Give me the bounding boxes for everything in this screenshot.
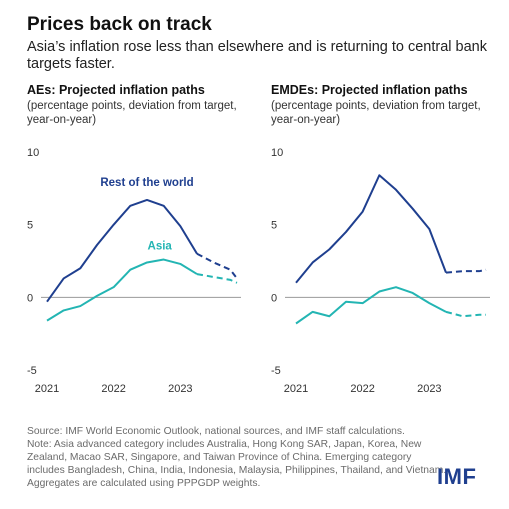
y-tick-label-0: 0 xyxy=(27,292,33,304)
x-tick-label-0: 2021 xyxy=(35,383,59,395)
series-projection-0-0 xyxy=(196,252,238,280)
y-tick-label-1: 5 xyxy=(271,220,277,232)
x-tick-label-0: 2022 xyxy=(101,383,125,395)
note-text: Note: Asia advanced category includes Au… xyxy=(27,439,447,489)
series-line-1-0 xyxy=(295,174,447,284)
source-text: Source: IMF World Economic Outlook, nati… xyxy=(27,426,405,437)
series-label-0-1: Asia xyxy=(148,241,173,253)
series-projection-1-0 xyxy=(445,268,487,274)
series-line-0-1 xyxy=(46,258,198,322)
x-tick-label-1: 2023 xyxy=(417,383,441,395)
panel-subtitle-emdes: (percentage points, deviation from targe… xyxy=(271,100,481,126)
y-tick-label-1: -5 xyxy=(271,365,281,377)
series-projection-0-1 xyxy=(196,273,238,284)
series-line-1-1 xyxy=(295,286,447,325)
y-tick-label-0: 5 xyxy=(27,220,33,232)
chart-title: Prices back on track xyxy=(27,14,212,35)
series-projection-1-1 xyxy=(445,310,486,318)
chart-subtitle: Asia’s inflation rose less than elsewher… xyxy=(27,39,487,72)
x-tick-label-1: 2022 xyxy=(350,383,374,395)
imf-logo: IMF xyxy=(437,464,477,489)
panel-title-aes: AEs: Projected inflation paths xyxy=(27,83,205,97)
x-tick-label-0: 2023 xyxy=(168,383,192,395)
series-label-0-0: Rest of the world xyxy=(100,177,193,189)
y-tick-label-0: -5 xyxy=(27,365,37,377)
x-tick-label-1: 2021 xyxy=(284,383,308,395)
chart-footnote: Source: IMF World Economic Outlook, nati… xyxy=(27,425,447,490)
y-tick-label-0: 10 xyxy=(27,147,39,159)
series-line-0-0 xyxy=(46,198,198,303)
y-tick-label-1: 0 xyxy=(271,292,277,304)
panel-subtitle-aes: (percentage points, deviation from targe… xyxy=(27,100,237,126)
y-tick-label-1: 10 xyxy=(271,147,283,159)
panel-title-emdes: EMDEs: Projected inflation paths xyxy=(271,83,468,97)
